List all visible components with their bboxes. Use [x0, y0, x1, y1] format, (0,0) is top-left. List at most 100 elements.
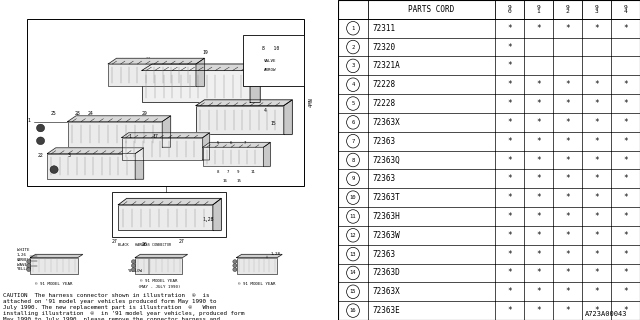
Text: *: *: [507, 306, 512, 315]
Text: *: *: [623, 287, 628, 296]
Text: 14: 14: [350, 270, 356, 276]
Text: 24: 24: [88, 111, 93, 116]
Text: 15: 15: [237, 180, 241, 183]
Bar: [31, 258, 77, 274]
Text: 4: 4: [264, 108, 266, 113]
Circle shape: [27, 260, 31, 264]
Text: BLACK   HARNESS CONNECTOR: BLACK HARNESS CONNECTOR: [118, 244, 172, 247]
Text: ® 91 MODEL YEAR: ® 91 MODEL YEAR: [140, 279, 177, 283]
Text: PARTS CORD: PARTS CORD: [408, 5, 454, 14]
Text: (MAY - JULY 1990): (MAY - JULY 1990): [138, 285, 180, 289]
Text: 20: 20: [129, 60, 134, 65]
Text: 22: 22: [37, 153, 43, 158]
Text: 3: 3: [68, 153, 70, 158]
Text: *: *: [623, 99, 628, 108]
Text: *: *: [507, 61, 512, 70]
Text: 6: 6: [351, 120, 355, 125]
Polygon shape: [237, 254, 282, 258]
Text: 72228: 72228: [372, 99, 396, 108]
Text: *: *: [507, 99, 512, 108]
Polygon shape: [203, 142, 270, 147]
Text: *: *: [565, 24, 570, 33]
Polygon shape: [135, 254, 188, 258]
Text: 72311: 72311: [372, 24, 396, 33]
Text: 2: 2: [169, 63, 172, 68]
Text: HARNESS: HARNESS: [17, 258, 32, 262]
Text: 28: 28: [74, 111, 80, 116]
Text: 26: 26: [142, 243, 148, 247]
Text: 9
4: 9 4: [623, 5, 627, 14]
Text: *: *: [623, 137, 628, 146]
Text: *: *: [594, 118, 599, 127]
Text: 72363: 72363: [372, 250, 396, 259]
Text: *: *: [536, 80, 541, 89]
Text: 10: 10: [350, 195, 356, 200]
Bar: [203, 147, 264, 166]
Text: 29: 29: [142, 111, 148, 116]
Text: 5: 5: [216, 141, 219, 145]
Text: 72363: 72363: [372, 137, 396, 146]
Text: *: *: [507, 80, 512, 89]
Text: A723A00043: A723A00043: [585, 311, 627, 317]
Text: *: *: [507, 174, 512, 183]
Text: *: *: [507, 231, 512, 240]
Text: 6: 6: [230, 141, 232, 145]
Text: *: *: [536, 250, 541, 259]
Text: *: *: [536, 231, 541, 240]
Text: 9: 9: [351, 176, 355, 181]
Text: 1: 1: [27, 117, 30, 123]
Polygon shape: [264, 142, 270, 166]
Text: 1: 1: [129, 134, 131, 139]
Text: *: *: [507, 137, 512, 146]
Text: 12: 12: [350, 233, 356, 238]
Text: *: *: [623, 193, 628, 202]
Text: 13: 13: [350, 252, 356, 257]
Text: 72363: 72363: [372, 174, 396, 183]
Text: *: *: [594, 174, 599, 183]
Polygon shape: [250, 64, 260, 102]
Polygon shape: [196, 100, 292, 106]
Bar: [135, 258, 182, 274]
Text: *: *: [623, 118, 628, 127]
Text: 9
2: 9 2: [566, 5, 570, 14]
Text: *: *: [536, 268, 541, 277]
Text: CAUTION  The harness connector shown in illustration  ®  is
attached on '91 mode: CAUTION The harness connector shown in i…: [3, 293, 245, 320]
Polygon shape: [68, 116, 171, 122]
Text: 7: 7: [227, 170, 229, 174]
Text: *: *: [594, 306, 599, 315]
Text: 8   10: 8 10: [262, 45, 279, 51]
Text: *: *: [565, 137, 570, 146]
Text: *: *: [623, 212, 628, 221]
Text: 1,28: 1,28: [270, 252, 280, 255]
Polygon shape: [118, 198, 221, 205]
Text: *: *: [594, 24, 599, 33]
Polygon shape: [142, 64, 260, 70]
Bar: [243, 35, 304, 86]
Text: *: *: [536, 212, 541, 221]
Text: *: *: [536, 118, 541, 127]
Text: *: *: [536, 99, 541, 108]
Text: 72320: 72320: [372, 43, 396, 52]
Text: *: *: [565, 268, 570, 277]
Bar: [68, 122, 162, 147]
Text: *: *: [594, 137, 599, 146]
Text: 2: 2: [351, 44, 355, 50]
Text: WHITE: WHITE: [17, 248, 29, 252]
Polygon shape: [31, 254, 83, 258]
Polygon shape: [108, 58, 204, 64]
Text: *: *: [507, 156, 512, 164]
Text: *: *: [536, 156, 541, 164]
Circle shape: [27, 268, 31, 271]
Text: *: *: [536, 287, 541, 296]
Text: 72363E: 72363E: [372, 306, 401, 315]
Circle shape: [36, 124, 45, 132]
Text: *: *: [565, 231, 570, 240]
Bar: [47, 154, 135, 179]
Text: 11: 11: [350, 214, 356, 219]
Text: *: *: [507, 250, 512, 259]
Text: *: *: [507, 193, 512, 202]
Text: 7: 7: [351, 139, 355, 144]
Text: *: *: [536, 193, 541, 202]
Text: *: *: [594, 250, 599, 259]
Text: *: *: [565, 118, 570, 127]
